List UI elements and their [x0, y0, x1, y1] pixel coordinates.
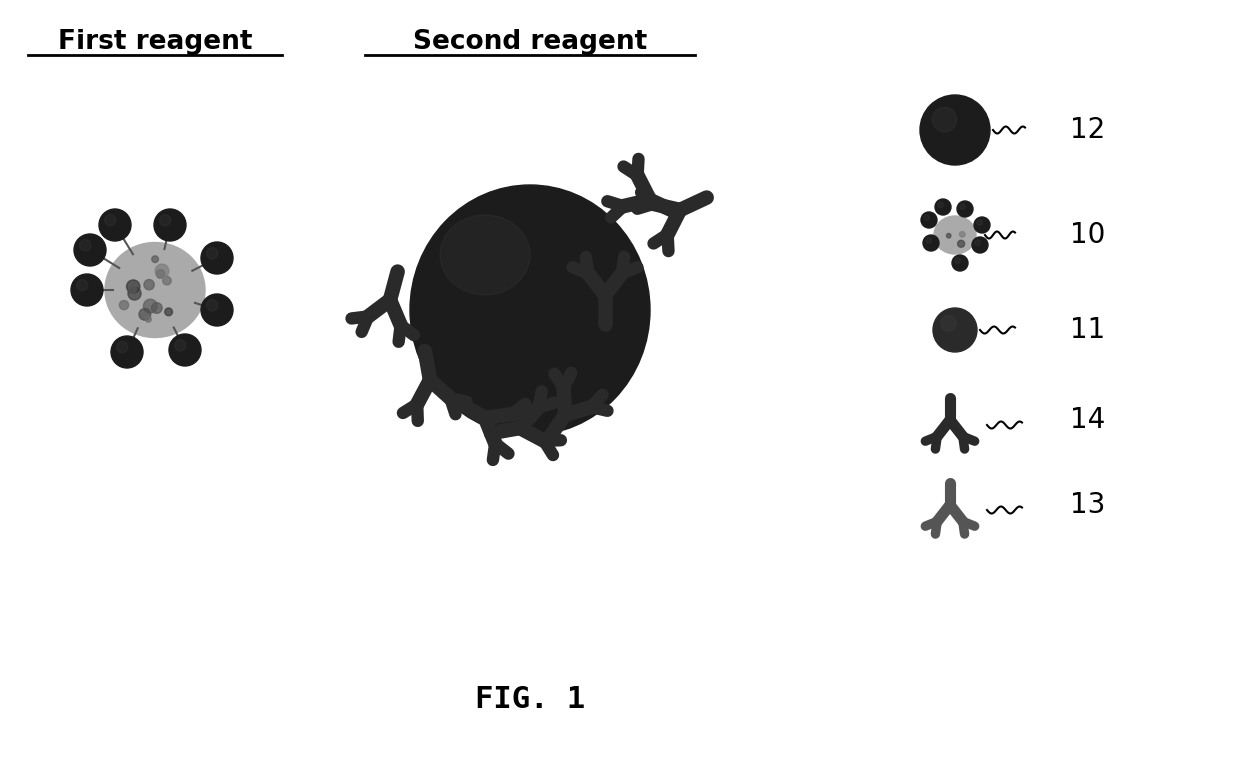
- Circle shape: [932, 308, 977, 352]
- Circle shape: [162, 276, 171, 285]
- Circle shape: [921, 212, 937, 228]
- Circle shape: [175, 340, 186, 351]
- Circle shape: [937, 202, 944, 207]
- Circle shape: [79, 240, 91, 251]
- Circle shape: [151, 303, 162, 314]
- Circle shape: [112, 336, 143, 368]
- Text: 13: 13: [1070, 491, 1105, 519]
- Circle shape: [154, 209, 186, 241]
- Circle shape: [144, 300, 157, 313]
- Circle shape: [155, 264, 169, 278]
- Circle shape: [104, 215, 115, 226]
- Circle shape: [932, 107, 957, 132]
- Circle shape: [151, 256, 159, 262]
- Circle shape: [975, 240, 981, 245]
- Circle shape: [160, 215, 171, 226]
- Circle shape: [946, 234, 951, 238]
- Circle shape: [128, 287, 141, 300]
- Ellipse shape: [440, 215, 529, 295]
- Circle shape: [77, 279, 88, 291]
- Circle shape: [207, 248, 218, 259]
- Circle shape: [144, 279, 154, 290]
- Circle shape: [941, 316, 956, 331]
- Circle shape: [920, 95, 990, 165]
- Circle shape: [952, 255, 968, 271]
- Circle shape: [960, 204, 966, 210]
- Circle shape: [977, 220, 982, 225]
- Circle shape: [201, 294, 233, 326]
- Text: Second reagent: Second reagent: [413, 29, 647, 55]
- Text: First reagent: First reagent: [58, 29, 252, 55]
- Circle shape: [924, 215, 930, 220]
- Circle shape: [923, 235, 939, 251]
- Circle shape: [117, 341, 128, 353]
- Circle shape: [165, 308, 172, 316]
- Circle shape: [957, 201, 973, 217]
- Circle shape: [935, 199, 951, 215]
- Text: 11: 11: [1070, 316, 1105, 344]
- Circle shape: [973, 217, 990, 233]
- Circle shape: [169, 334, 201, 366]
- Circle shape: [955, 258, 961, 263]
- Circle shape: [201, 242, 233, 274]
- Ellipse shape: [410, 185, 650, 435]
- Ellipse shape: [934, 216, 976, 254]
- Circle shape: [972, 237, 988, 253]
- Text: FIG. 1: FIG. 1: [475, 685, 585, 715]
- Text: 14: 14: [1070, 406, 1105, 434]
- Text: 12: 12: [1070, 116, 1105, 144]
- Circle shape: [960, 231, 965, 237]
- Circle shape: [156, 269, 165, 278]
- Circle shape: [207, 300, 218, 311]
- Circle shape: [99, 209, 131, 241]
- Circle shape: [126, 280, 140, 293]
- Text: 10: 10: [1070, 221, 1105, 249]
- Ellipse shape: [105, 242, 205, 338]
- Circle shape: [129, 286, 136, 293]
- Circle shape: [139, 309, 150, 320]
- Circle shape: [71, 274, 103, 306]
- Circle shape: [119, 300, 129, 310]
- Circle shape: [74, 234, 105, 266]
- Circle shape: [926, 237, 931, 244]
- Circle shape: [957, 241, 965, 248]
- Circle shape: [145, 317, 151, 322]
